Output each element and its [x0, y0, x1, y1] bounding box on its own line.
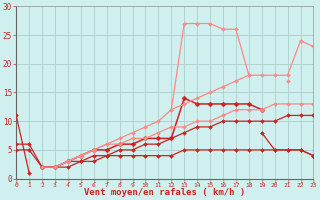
- X-axis label: Vent moyen/en rafales ( km/h ): Vent moyen/en rafales ( km/h ): [84, 188, 245, 197]
